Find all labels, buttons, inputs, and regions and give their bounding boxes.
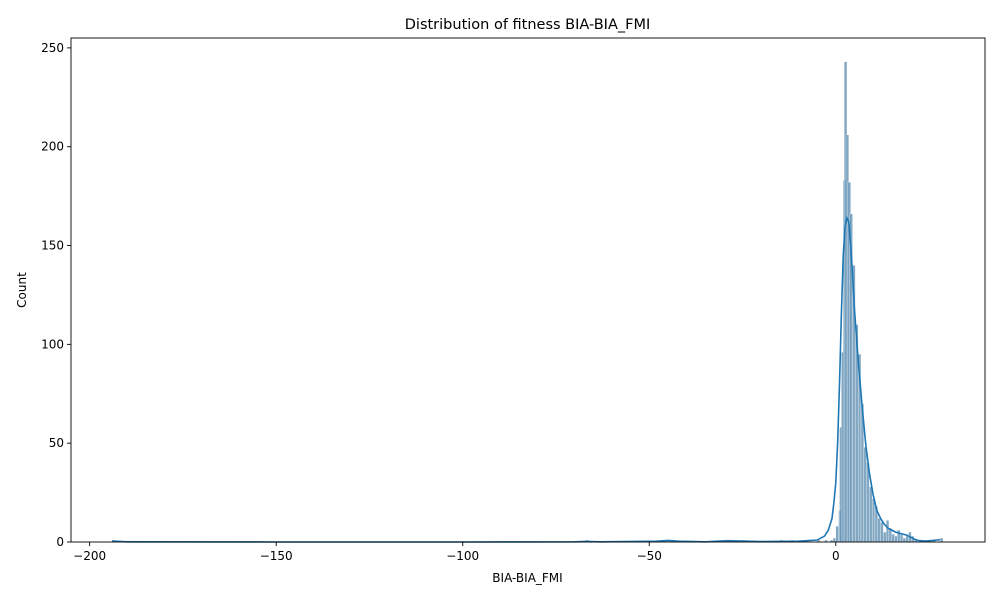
histogram-bar bbox=[891, 533, 895, 543]
histogram-bar bbox=[869, 486, 873, 543]
histogram-bar bbox=[883, 531, 887, 543]
y-tick-label: 150 bbox=[41, 239, 64, 253]
x-tick-label: 0 bbox=[832, 549, 840, 563]
histogram-bar bbox=[872, 498, 876, 543]
histogram-bar bbox=[885, 520, 890, 543]
chart-title: Distribution of fitness BIA-BIA_FMI bbox=[405, 17, 651, 33]
y-tick-label: 0 bbox=[56, 535, 64, 549]
histogram-bar bbox=[899, 533, 904, 543]
x-tick-label: −50 bbox=[637, 549, 662, 563]
histogram-bar bbox=[940, 537, 944, 543]
plot-frame bbox=[70, 37, 986, 543]
y-axis-ticks: 0 50 100 150 200 250 bbox=[41, 41, 71, 549]
histogram-bar bbox=[880, 522, 884, 543]
histogram-bars bbox=[111, 61, 944, 543]
x-axis-label: BIA-BIA_FMI bbox=[492, 571, 562, 585]
x-tick-label: −150 bbox=[260, 549, 293, 563]
x-tick-label: −100 bbox=[446, 549, 479, 563]
y-tick-label: 100 bbox=[41, 337, 64, 351]
histogram-bar bbox=[902, 537, 906, 543]
x-axis-ticks: −200 −150 −100 −50 0 bbox=[73, 542, 840, 563]
histogram-bar bbox=[905, 535, 909, 543]
y-axis-label: Count bbox=[15, 272, 29, 308]
y-tick-label: 250 bbox=[41, 41, 64, 55]
histogram-bar bbox=[863, 446, 867, 543]
histogram-bar bbox=[894, 535, 898, 543]
y-tick-label: 200 bbox=[41, 140, 64, 154]
x-tick-label: −200 bbox=[73, 549, 106, 563]
y-tick-label: 50 bbox=[49, 436, 64, 450]
kde-curve bbox=[111, 215, 941, 543]
histogram-bar bbox=[832, 537, 836, 543]
histogram-bar bbox=[877, 518, 881, 543]
histogram-bar bbox=[835, 526, 839, 543]
